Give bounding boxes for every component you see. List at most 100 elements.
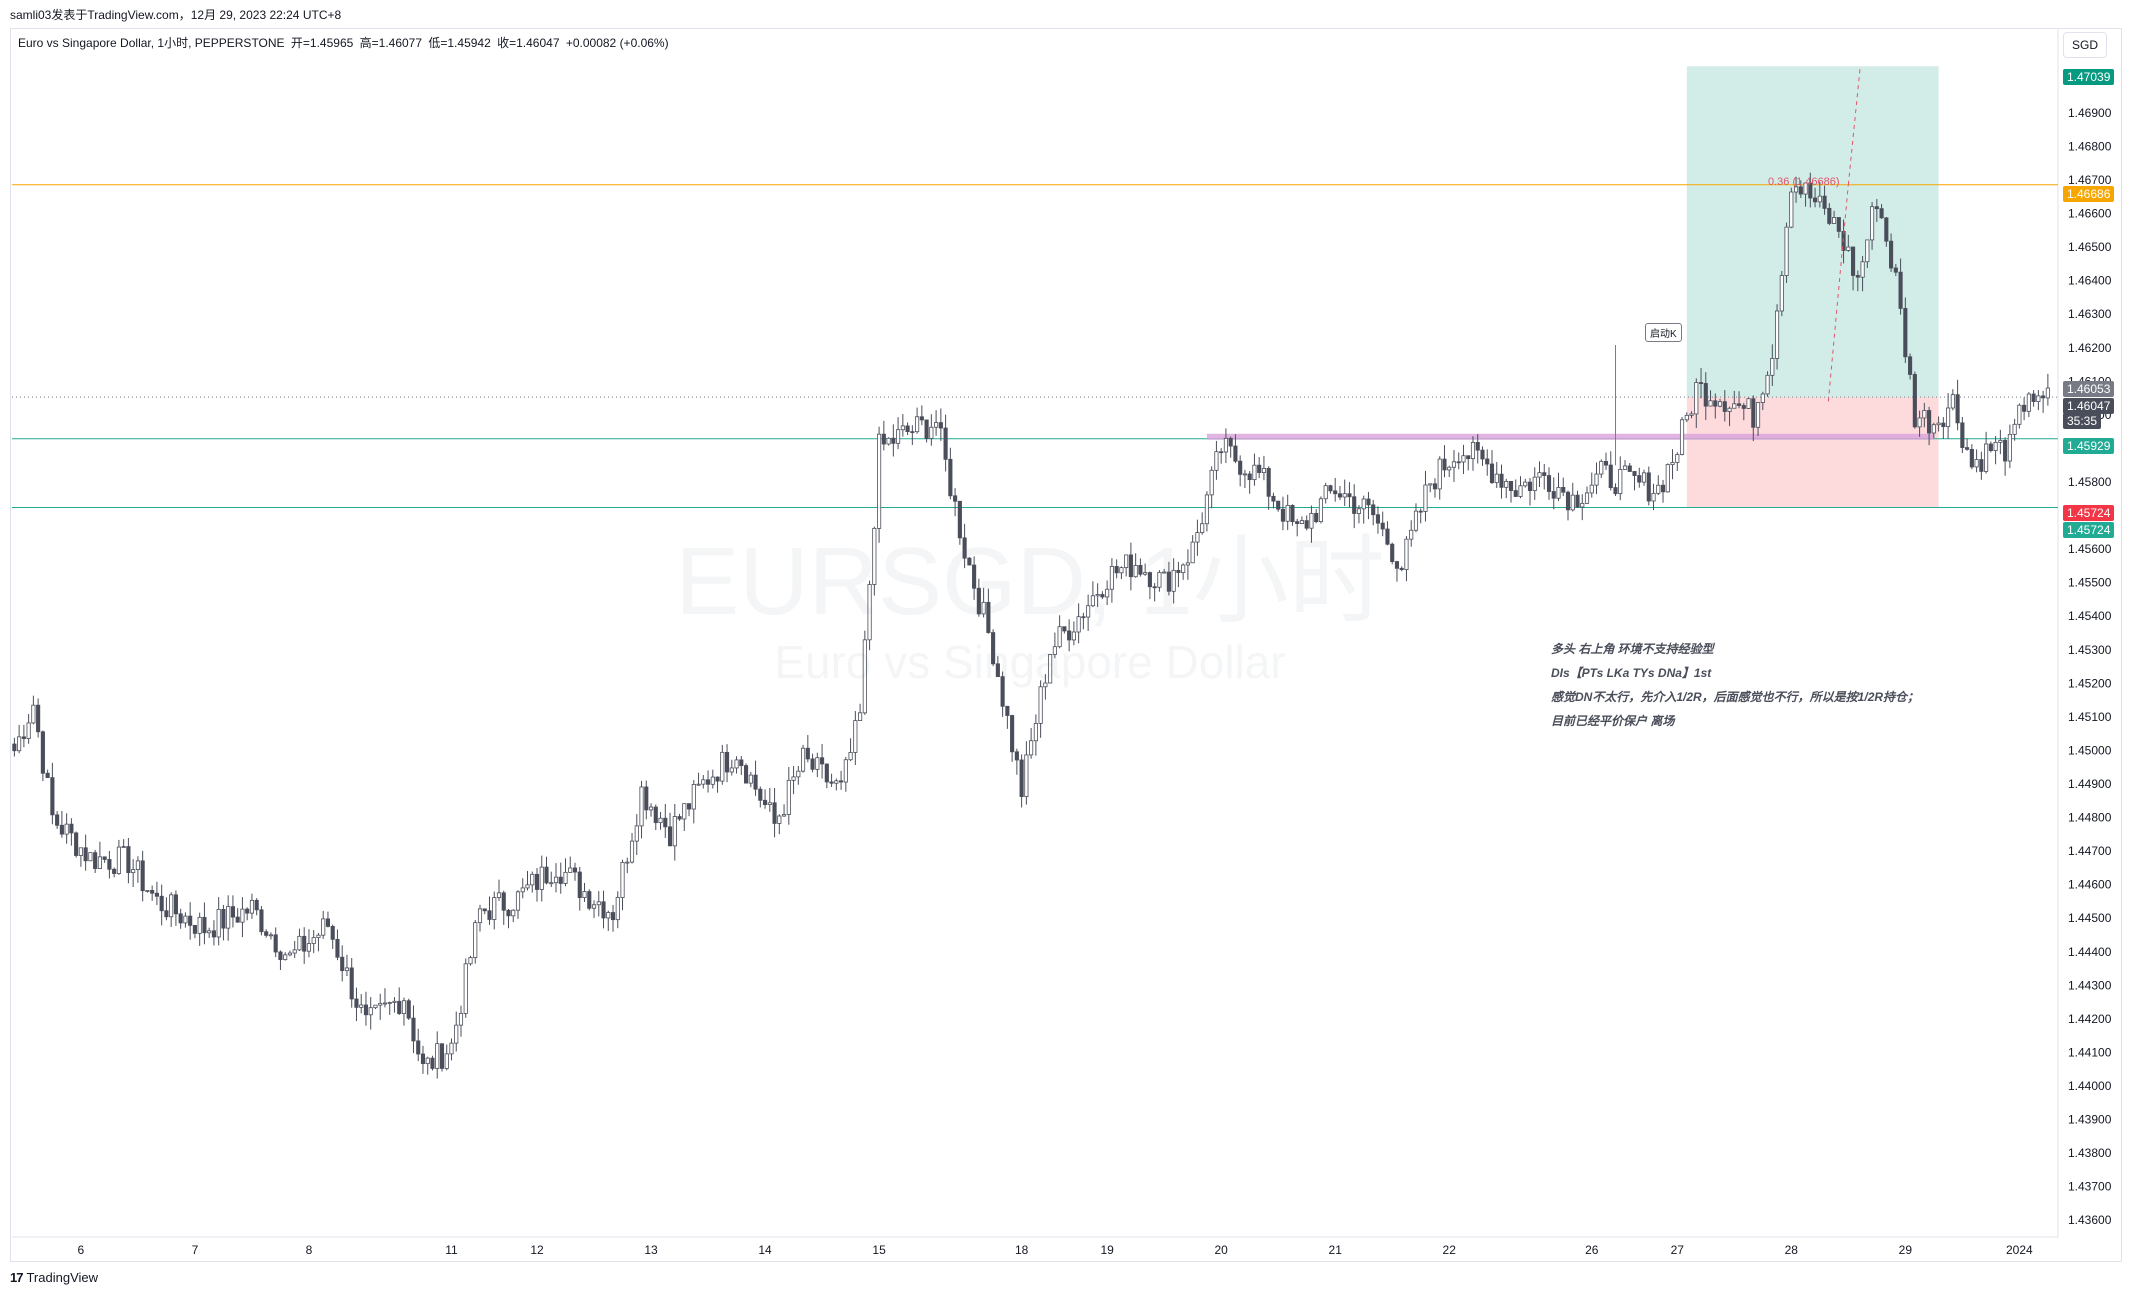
trade-note[interactable]: 多头 右上角 环境不支持经验型 DIs【PTs LKa TYs DNa】1st … (1551, 637, 1919, 733)
candle-body (1238, 460, 1243, 475)
candle-body (1432, 483, 1438, 490)
candle-body (430, 1057, 435, 1069)
candle-body (401, 1000, 407, 1014)
candle-body (976, 587, 981, 615)
candle-body (1903, 307, 1908, 358)
candle-body (1128, 554, 1133, 578)
y-tick-label-25: 1.44500 (2068, 911, 2112, 925)
candle-body (245, 908, 250, 914)
y-tick-label-4: 1.46600 (2068, 207, 2112, 221)
candle-body (1252, 464, 1257, 481)
candle-body (340, 956, 345, 972)
candle-body (359, 1004, 364, 1008)
candle-body (1941, 422, 1946, 428)
price-tag-entry: 1.46053 (2063, 381, 2115, 397)
candle-body (1732, 403, 1737, 409)
candle-body (1679, 419, 1685, 455)
x-tick-label-15: 28 (1785, 1243, 1799, 1257)
candle-body (991, 632, 996, 665)
candle-body (226, 906, 231, 929)
stop-zone[interactable] (1686, 397, 1939, 508)
candle-body (1965, 447, 1970, 450)
candle-body (1114, 566, 1119, 574)
candle-body (197, 916, 202, 934)
candle-body (397, 1000, 402, 1014)
candle-body (1423, 484, 1428, 512)
launch-k-label[interactable]: 启动K (1645, 323, 1682, 342)
symbol-description[interactable]: Euro vs Singapore Dollar, 1小时, PEPPERSTO… (18, 36, 285, 50)
y-tick-label-12: 1.45800 (2068, 475, 2112, 489)
y-tick-label-28: 1.44200 (2068, 1012, 2112, 1026)
tradingview-logo[interactable]: 17 TradingView (10, 1270, 98, 1285)
candle-body (919, 416, 924, 421)
candle-body (17, 736, 22, 752)
candle-body (820, 757, 825, 765)
candle-body (349, 967, 354, 1000)
candle-body (1375, 514, 1381, 524)
candle-body (116, 846, 121, 874)
candle-body (1703, 383, 1708, 407)
candle-body (1665, 464, 1670, 493)
candle-body (881, 433, 886, 445)
candle-body (539, 866, 544, 890)
candle-body (1589, 484, 1594, 494)
candle-body (587, 891, 592, 909)
candle-body (772, 802, 777, 824)
y-tick-label-5: 1.46500 (2068, 240, 2112, 254)
candle-body (1504, 480, 1509, 488)
candle-body (1846, 246, 1851, 251)
x-tick-label-4: 12 (530, 1243, 544, 1257)
candle-body (1670, 462, 1675, 466)
candle-body (558, 876, 563, 884)
candle-body (1660, 484, 1666, 493)
candle-body (1399, 567, 1404, 570)
candle-body (473, 922, 478, 958)
candle-body (1337, 493, 1343, 498)
y-tick-label-22: 1.44800 (2068, 811, 2112, 825)
candle-body (1717, 401, 1723, 407)
candle-body (1295, 521, 1300, 524)
candle-body (2026, 393, 2031, 412)
candle-body (207, 930, 212, 934)
candle-body (1366, 498, 1371, 506)
x-tick-label-1: 7 (192, 1243, 199, 1257)
candle-body (872, 527, 877, 585)
chart-frame (10, 28, 2122, 1262)
candle-body (69, 823, 74, 834)
candle-body (1361, 498, 1366, 510)
candle-body (1613, 487, 1618, 495)
candle-body (1689, 413, 1694, 416)
candle-body (363, 1004, 369, 1016)
y-tick-label-29: 1.44100 (2068, 1045, 2112, 1059)
candle-body (1461, 455, 1466, 463)
candle-body (739, 759, 744, 766)
x-tick-label-2: 8 (306, 1243, 313, 1257)
y-tick-label-27: 1.44300 (2068, 978, 2112, 992)
candle-body (1466, 455, 1471, 460)
candle-body (1580, 502, 1585, 508)
y-tick-label-7: 1.46300 (2068, 307, 2112, 321)
candle-body (2007, 433, 2012, 462)
price-tag-target: 1.47039 (2063, 69, 2115, 85)
candle-body (1147, 572, 1152, 588)
candle-body (235, 916, 240, 923)
fib-extension-line[interactable] (1847, 65, 1861, 185)
target-zone[interactable] (1686, 66, 1939, 398)
candle-body (240, 908, 245, 923)
currency-button[interactable]: SGD (2063, 32, 2107, 58)
candle-body (886, 437, 891, 445)
candle-body (972, 564, 977, 589)
price-tag-support: 1.45929 (2063, 438, 2115, 454)
candle-body (159, 895, 164, 912)
candle-body (477, 908, 483, 924)
candle-body (815, 757, 820, 770)
candle-body (1043, 682, 1048, 688)
candle-body (1627, 465, 1632, 472)
candle-body (610, 912, 616, 921)
candle-body (762, 799, 768, 806)
candle-body (1546, 475, 1552, 492)
candle-body (135, 860, 140, 870)
candle-body (639, 786, 644, 827)
candle-body (1608, 464, 1613, 488)
